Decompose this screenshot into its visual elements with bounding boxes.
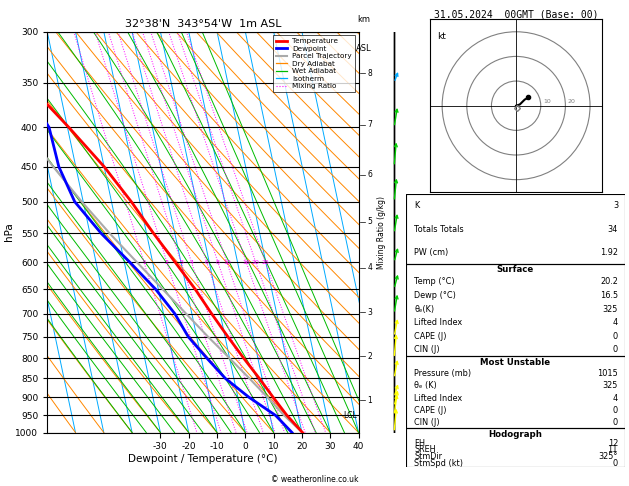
- Text: 7: 7: [367, 121, 372, 129]
- Text: Temp (°C): Temp (°C): [415, 278, 455, 286]
- Text: θₑ (K): θₑ (K): [415, 382, 437, 390]
- Text: 16: 16: [242, 260, 250, 265]
- Text: 12: 12: [608, 439, 618, 448]
- Text: CIN (J): CIN (J): [415, 418, 440, 427]
- Text: Mixing Ratio (g/kg): Mixing Ratio (g/kg): [377, 195, 386, 269]
- Text: Lifted Index: Lifted Index: [415, 318, 462, 327]
- Text: © weatheronline.co.uk: © weatheronline.co.uk: [270, 474, 359, 484]
- Text: EH: EH: [415, 439, 425, 448]
- Text: 0: 0: [613, 459, 618, 468]
- Text: Most Unstable: Most Unstable: [480, 358, 550, 366]
- Text: 5: 5: [367, 217, 372, 226]
- Text: 8: 8: [216, 260, 220, 265]
- Text: 10: 10: [543, 99, 551, 104]
- Text: CIN (J): CIN (J): [415, 345, 440, 354]
- Legend: Temperature, Dewpoint, Parcel Trajectory, Dry Adiabat, Wet Adiabat, Isotherm, Mi: Temperature, Dewpoint, Parcel Trajectory…: [273, 35, 355, 92]
- Text: 11: 11: [608, 445, 618, 454]
- Text: LCL: LCL: [343, 411, 357, 420]
- Text: 25: 25: [262, 260, 269, 265]
- Text: 1015: 1015: [598, 369, 618, 378]
- Text: 20.2: 20.2: [600, 278, 618, 286]
- Text: 4: 4: [613, 318, 618, 327]
- Text: km: km: [358, 15, 370, 23]
- Text: 0: 0: [613, 406, 618, 415]
- Text: 16.5: 16.5: [600, 291, 618, 300]
- Text: CAPE (J): CAPE (J): [415, 331, 447, 341]
- Title: 32°38'N  343°54'W  1m ASL: 32°38'N 343°54'W 1m ASL: [125, 19, 281, 30]
- Text: 0: 0: [613, 331, 618, 341]
- Text: ASL: ASL: [357, 44, 372, 52]
- Text: 325°: 325°: [599, 452, 618, 461]
- Text: 3: 3: [179, 260, 183, 265]
- X-axis label: Dewpoint / Temperature (°C): Dewpoint / Temperature (°C): [128, 454, 277, 464]
- Text: 1: 1: [142, 260, 146, 265]
- Text: K: K: [415, 202, 420, 210]
- Text: 10: 10: [223, 260, 231, 265]
- Text: 34: 34: [608, 225, 618, 234]
- Text: 2: 2: [165, 260, 169, 265]
- Text: Surface: Surface: [496, 265, 534, 274]
- Text: θₑ(K): θₑ(K): [415, 305, 435, 313]
- Text: 1.92: 1.92: [600, 248, 618, 257]
- Text: SREH: SREH: [415, 445, 436, 454]
- Text: 6: 6: [205, 260, 209, 265]
- Text: Totals Totals: Totals Totals: [415, 225, 464, 234]
- Text: Pressure (mb): Pressure (mb): [415, 369, 472, 378]
- Text: 0: 0: [613, 345, 618, 354]
- Text: StmDir: StmDir: [415, 452, 442, 461]
- Text: 325: 325: [603, 305, 618, 313]
- Text: StmSpd (kt): StmSpd (kt): [415, 459, 464, 468]
- Text: 3: 3: [613, 202, 618, 210]
- Text: 2: 2: [367, 352, 372, 361]
- Text: kt: kt: [437, 32, 446, 41]
- Text: 0: 0: [613, 418, 618, 427]
- Text: 4: 4: [189, 260, 194, 265]
- Text: 4: 4: [367, 263, 372, 273]
- Text: 4: 4: [613, 394, 618, 402]
- Text: 3: 3: [367, 308, 372, 317]
- Text: 20: 20: [252, 260, 260, 265]
- Text: CAPE (J): CAPE (J): [415, 406, 447, 415]
- Y-axis label: hPa: hPa: [4, 223, 14, 242]
- Text: Lifted Index: Lifted Index: [415, 394, 462, 402]
- Text: 6: 6: [367, 170, 372, 179]
- Text: PW (cm): PW (cm): [415, 248, 448, 257]
- Text: 20: 20: [568, 99, 576, 104]
- Text: 1: 1: [367, 396, 372, 404]
- Text: Dewp (°C): Dewp (°C): [415, 291, 456, 300]
- Text: 325: 325: [603, 382, 618, 390]
- Text: 31.05.2024  00GMT (Base: 00): 31.05.2024 00GMT (Base: 00): [433, 10, 598, 20]
- Text: Hodograph: Hodograph: [488, 430, 542, 439]
- Text: 8: 8: [367, 69, 372, 78]
